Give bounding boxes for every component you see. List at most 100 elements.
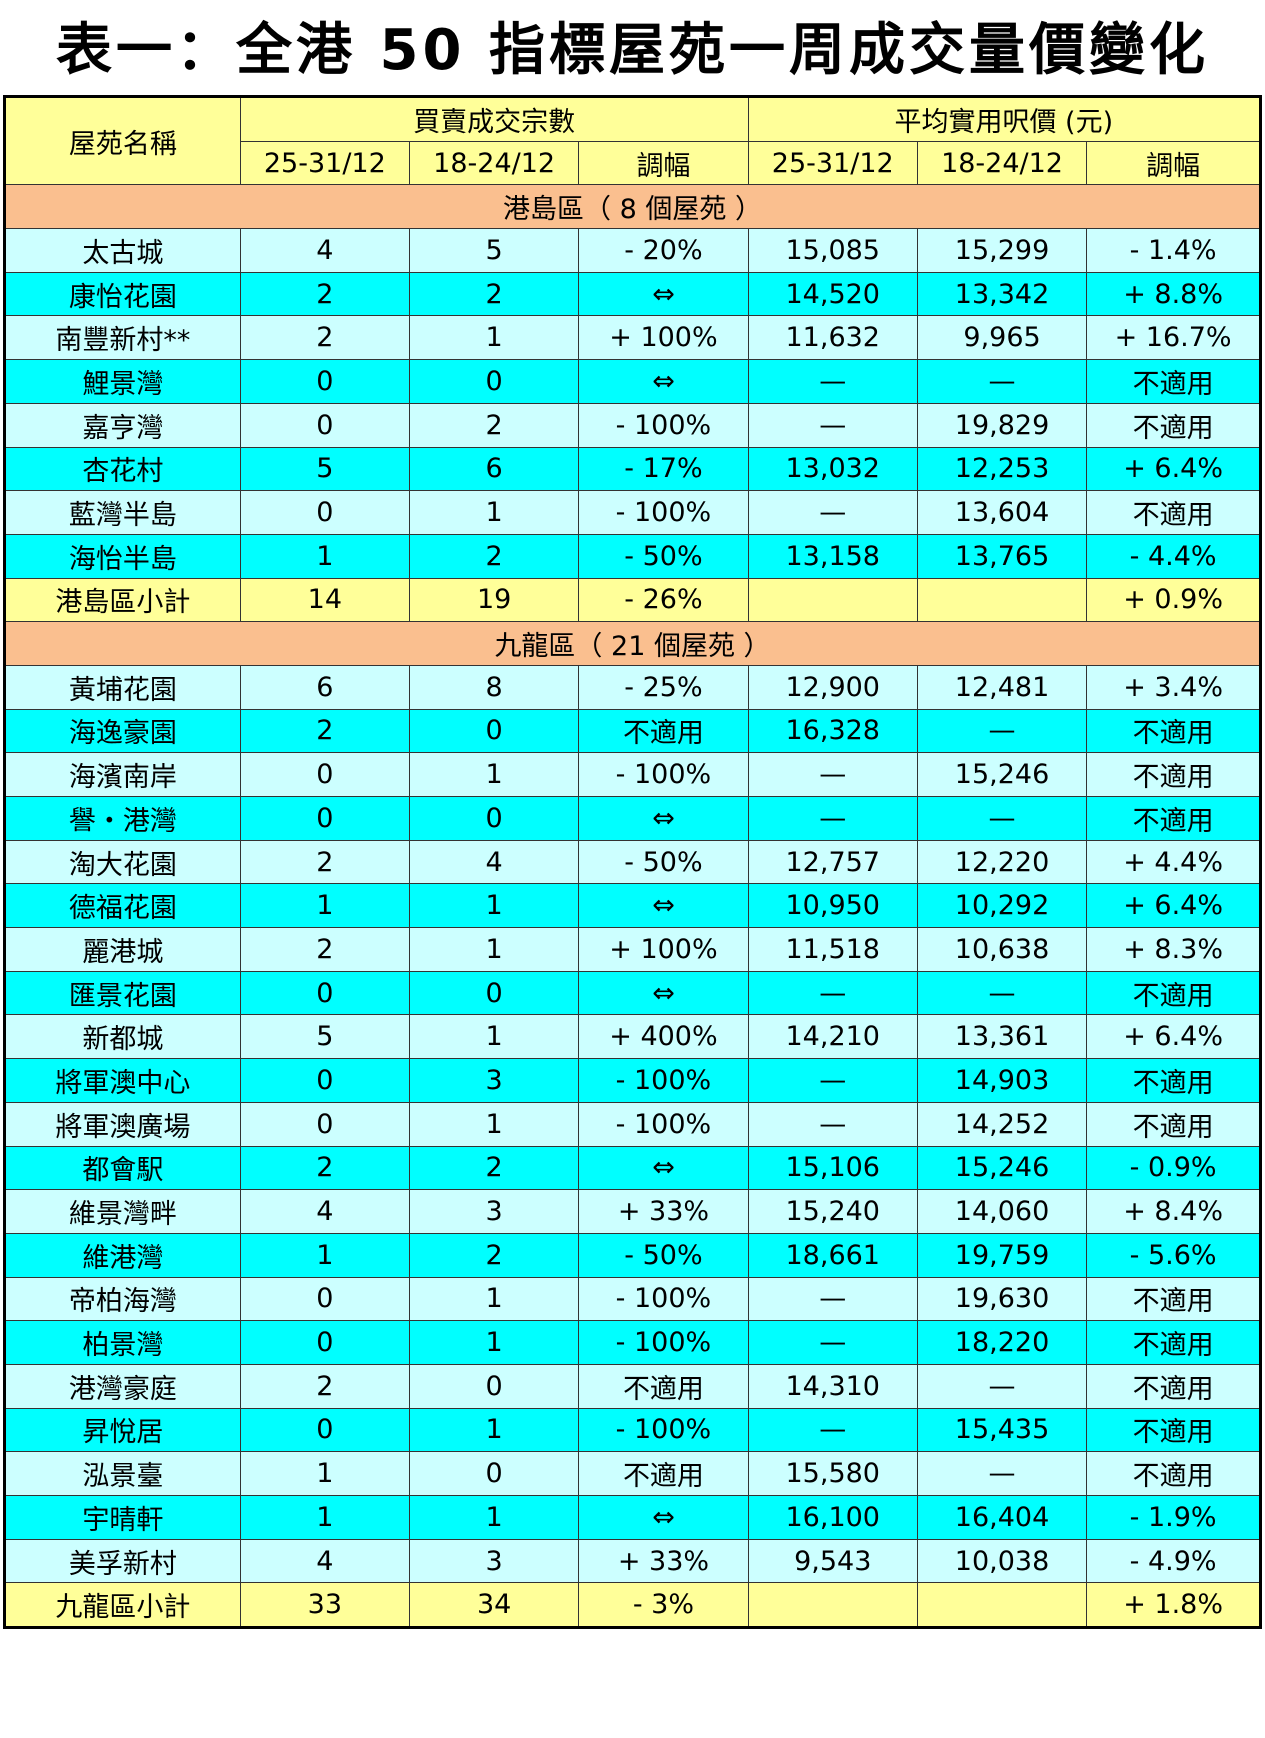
volume-week2-cell: 8: [408, 664, 580, 710]
volume-week2-cell: 1: [408, 490, 580, 535]
volume-change-cell: + 33%: [578, 1538, 749, 1584]
volume-week2-cell: 1: [408, 883, 580, 929]
volume-change-cell: ⇔: [578, 883, 749, 929]
volume-week2-cell: 1: [408, 1276, 580, 1322]
volume-week2-cell: 0: [408, 1451, 580, 1496]
volume-week1-cell: 0: [239, 490, 410, 535]
estate-name-cell: 淘大花園: [4, 839, 241, 885]
table-row: 太古城 4 5- 20% 15,085 15,299- 1.4%: [4, 228, 1261, 273]
price-week2-cell: 19,759: [916, 1232, 1088, 1278]
volume-change-cell: ⇔: [578, 970, 749, 1016]
price-change-cell: 不適用: [1086, 402, 1261, 448]
volume-week1-cell: 1: [239, 1451, 410, 1496]
table-row: 港灣豪庭 2 0 不適用 14,310— 不適用: [4, 1363, 1261, 1409]
region-header-row: 九龍區（ 21 個屋苑 ）: [4, 621, 1261, 666]
subtotal-volume-change-cell: - 26%: [578, 577, 749, 623]
estate-name-cell: 德福花園: [4, 883, 241, 929]
subtotal-estate-name-cell: 九龍區小計: [4, 1582, 241, 1629]
price-change-cell: 不適用: [1086, 1320, 1261, 1365]
volume-week2-cell: 1: [408, 1014, 580, 1060]
table-row: 新都城 5 1 + 400% 14,210 13,361 + 6.4%: [4, 1014, 1261, 1060]
subtotal-price-week2-cell: [916, 577, 1088, 623]
price-week1-cell: 14,210: [747, 1014, 918, 1060]
volume-week1-cell: 0: [239, 1101, 410, 1147]
volume-week1-cell: 2: [239, 315, 410, 361]
price-week2-cell: —: [916, 708, 1088, 754]
estate-name-cell: 昇悅居: [4, 1407, 241, 1453]
volume-week2-cell: 5: [408, 228, 580, 273]
price-week1-cell: —: [747, 1101, 918, 1147]
price-change-cell: 不適用: [1086, 752, 1261, 797]
price-change-cell: 不適用: [1086, 1451, 1261, 1496]
price-change-cell: 不適用: [1086, 970, 1261, 1016]
estate-name-cell: 太古城: [4, 228, 241, 273]
volume-week2-cell: 0: [408, 708, 580, 754]
price-week1-cell: —: [747, 1407, 918, 1453]
price-change-cell: + 8.8%: [1086, 271, 1261, 317]
volume-change-cell: + 33%: [578, 1189, 749, 1234]
volume-week2-cell: 0: [408, 1363, 580, 1409]
estate-name-cell: 南豐新村**: [4, 315, 241, 361]
table-row: 將軍澳廣場 0 1- 100% —14,252 不適用: [4, 1101, 1261, 1147]
volume-week2-cell: 0: [408, 359, 580, 404]
subtotal-volume-week2-cell: 19: [408, 577, 580, 623]
price-week1-cell: 9,543: [747, 1538, 918, 1584]
price-week1-cell: —: [747, 970, 918, 1016]
price-week2-cell: 13,361: [916, 1014, 1088, 1060]
volume-week2-cell: 0: [408, 796, 580, 841]
price-change-cell: + 3.4%: [1086, 664, 1261, 710]
table-row: 維景灣畔 4 3 + 33% 15,240 14,060 + 8.4%: [4, 1189, 1261, 1234]
price-week2-cell: 14,252: [916, 1101, 1088, 1147]
estate-name-cell: 海濱南岸: [4, 752, 241, 797]
volume-week2-cell: 1: [408, 1495, 580, 1540]
volume-change-cell: - 50%: [578, 1232, 749, 1278]
estate-name-cell: 海怡半島: [4, 533, 241, 579]
price-week1-cell: 15,580: [747, 1451, 918, 1496]
price-change-cell: - 1.4%: [1086, 228, 1261, 273]
price-week1-cell: —: [747, 359, 918, 404]
volume-change-cell: - 50%: [578, 533, 749, 579]
price-week1-cell: 15,106: [747, 1145, 918, 1191]
price-week1-cell: 14,520: [747, 271, 918, 317]
volume-week1-cell: 2: [239, 839, 410, 885]
volume-week2-cell: 4: [408, 839, 580, 885]
volume-change-cell: 不適用: [578, 1363, 749, 1409]
volume-change-cell: - 100%: [578, 1320, 749, 1365]
price-week2-cell: 13,604: [916, 490, 1088, 535]
subtotal-price-week1-cell: [747, 1582, 918, 1629]
volume-week2-cell: 3: [408, 1058, 580, 1103]
price-week2-cell: 10,292: [916, 883, 1088, 929]
volume-week1-cell: 0: [239, 1407, 410, 1453]
estate-name-cell: 美孚新村: [4, 1538, 241, 1584]
header-price-week1: 25-31/12: [747, 140, 918, 186]
price-week2-cell: —: [916, 796, 1088, 841]
price-change-cell: + 16.7%: [1086, 315, 1261, 361]
price-week1-cell: 12,900: [747, 664, 918, 710]
price-week1-cell: 13,032: [747, 446, 918, 492]
price-week1-cell: —: [747, 1058, 918, 1103]
header-price-change: 調幅: [1086, 140, 1261, 186]
volume-week1-cell: 4: [239, 1538, 410, 1584]
price-change-cell: 不適用: [1086, 1276, 1261, 1322]
volume-week1-cell: 0: [239, 359, 410, 404]
subtotal-price-week1-cell: [747, 577, 918, 623]
volume-week2-cell: 1: [408, 1320, 580, 1365]
price-week1-cell: 14,310: [747, 1363, 918, 1409]
header-price-week2: 18-24/12: [916, 140, 1088, 186]
price-change-cell: 不適用: [1086, 490, 1261, 535]
volume-change-cell: + 400%: [578, 1014, 749, 1060]
table-row: 嘉亨灣 0 2- 100% —19,829 不適用: [4, 402, 1261, 448]
subtotal-volume-week2-cell: 34: [408, 1582, 580, 1629]
volume-week1-cell: 0: [239, 1058, 410, 1103]
estate-name-cell: 嘉亨灣: [4, 402, 241, 448]
volume-week1-cell: 0: [239, 796, 410, 841]
price-change-cell: - 5.6%: [1086, 1232, 1261, 1278]
volume-week2-cell: 3: [408, 1189, 580, 1234]
price-week1-cell: 15,085: [747, 228, 918, 273]
price-week1-cell: —: [747, 1320, 918, 1365]
price-week1-cell: —: [747, 490, 918, 535]
volume-change-cell: ⇔: [578, 1495, 749, 1540]
page-title: 表一：全港 50 指標屋苑一周成交量價變化: [56, 17, 1209, 83]
volume-change-cell: - 50%: [578, 839, 749, 885]
estate-name-cell: 宇晴軒: [4, 1495, 241, 1540]
